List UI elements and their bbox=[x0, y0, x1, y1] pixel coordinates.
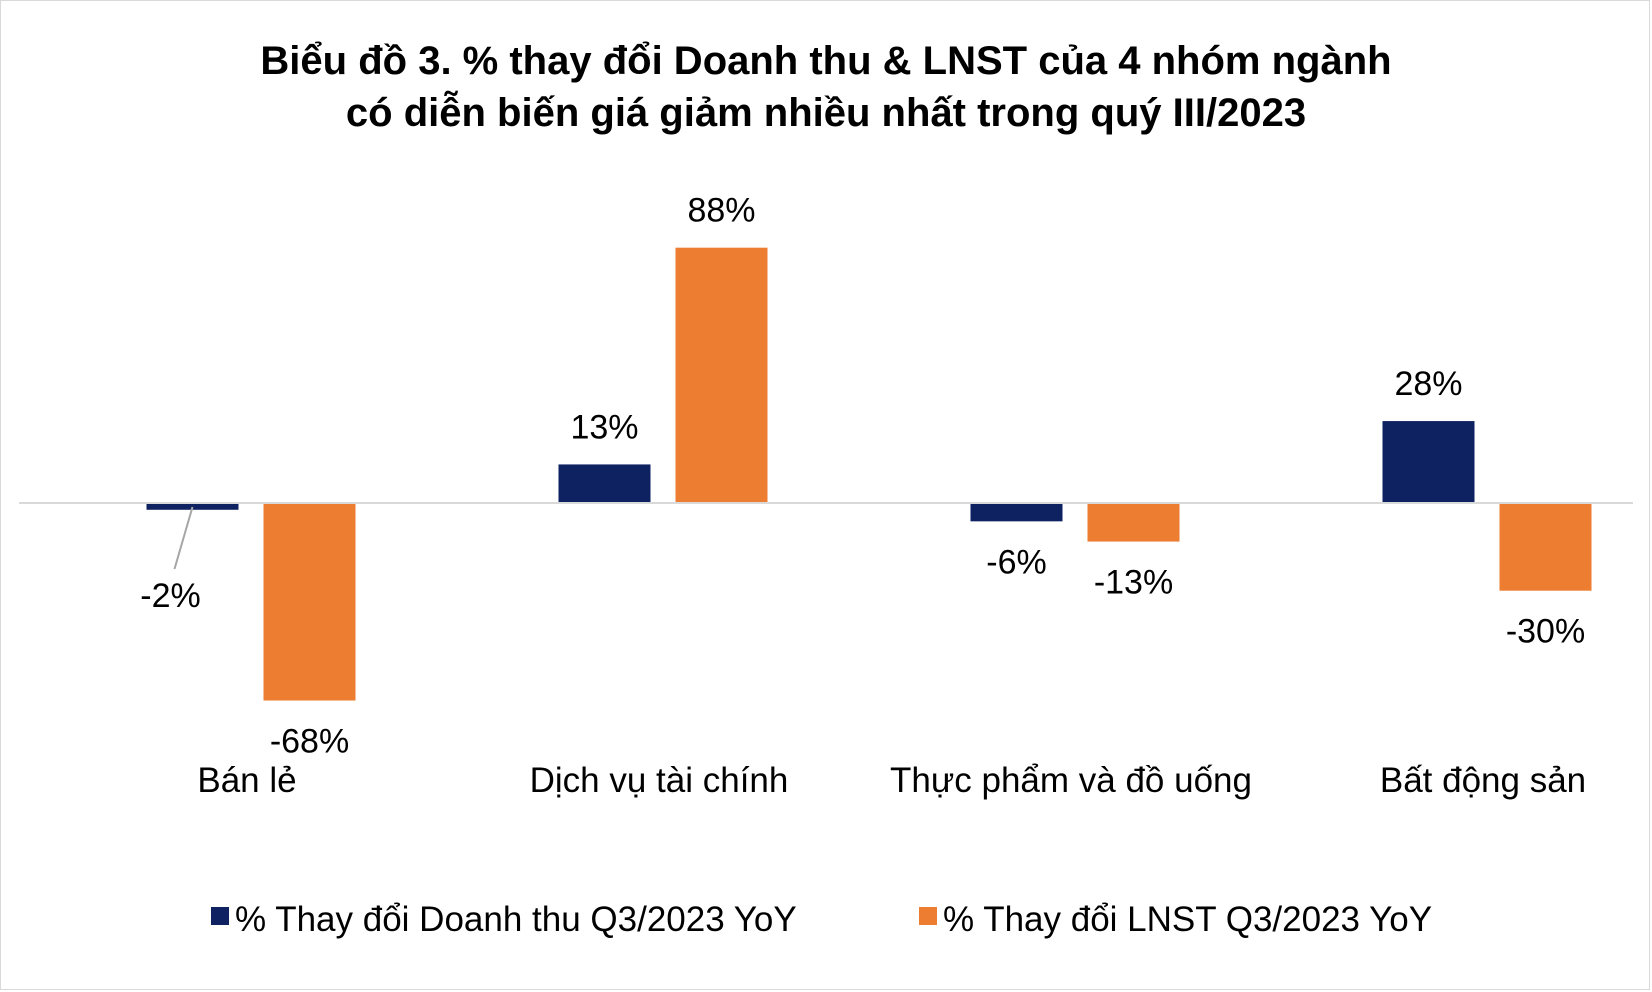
legend-swatch-1 bbox=[919, 907, 937, 925]
data-label-profit-2: -13% bbox=[1094, 564, 1173, 602]
data-label-revenue-1: 13% bbox=[570, 408, 638, 446]
plot-area: -2% -68%Bán lẻ 13% 88% Dịch vụ tài chính -6% -… bbox=[19, 192, 1633, 800]
bar-revenue-1 bbox=[558, 464, 651, 502]
category-label-1: Dịch vụ tài chính bbox=[530, 761, 789, 800]
bar-revenue-3 bbox=[1382, 421, 1475, 502]
data-label-revenue-3: 28% bbox=[1394, 365, 1462, 403]
bar-profit-3 bbox=[1499, 504, 1592, 591]
chart-subtitle: có diễn biến giá giảm nhiều nhất trong q… bbox=[346, 89, 1306, 135]
bar-revenue-2 bbox=[970, 504, 1063, 522]
category-label-2: Thực phẩm và đồ uống bbox=[890, 761, 1252, 800]
data-label-profit-3: -30% bbox=[1506, 613, 1585, 651]
bar-profit-0 bbox=[263, 504, 356, 701]
category-label-0: Bán lẻ bbox=[197, 761, 296, 800]
data-label-profit-0: -68% bbox=[270, 723, 349, 761]
legend-label-1: % Thay đổi LNST Q3/2023 YoY bbox=[943, 900, 1432, 939]
legend: % Thay đổi Doanh thu Q3/2023 YoY % Thay đ… bbox=[211, 900, 1432, 939]
legend-swatch-0 bbox=[211, 907, 229, 925]
bar-profit-1 bbox=[675, 247, 768, 502]
data-label-revenue-0: -2% bbox=[140, 577, 200, 615]
category-label-3: Bất động sản bbox=[1380, 761, 1586, 800]
bar-revenue-0 bbox=[146, 504, 239, 510]
bar-profit-2 bbox=[1087, 504, 1180, 542]
leader-line bbox=[173, 506, 194, 570]
data-label-profit-1: 88% bbox=[687, 192, 755, 230]
chart-title: Biểu đồ 3. % thay đổi Doanh thu & LNST c… bbox=[260, 39, 1391, 83]
data-label-revenue-2: -6% bbox=[986, 543, 1046, 581]
legend-label-0: % Thay đổi Doanh thu Q3/2023 YoY bbox=[235, 900, 797, 939]
